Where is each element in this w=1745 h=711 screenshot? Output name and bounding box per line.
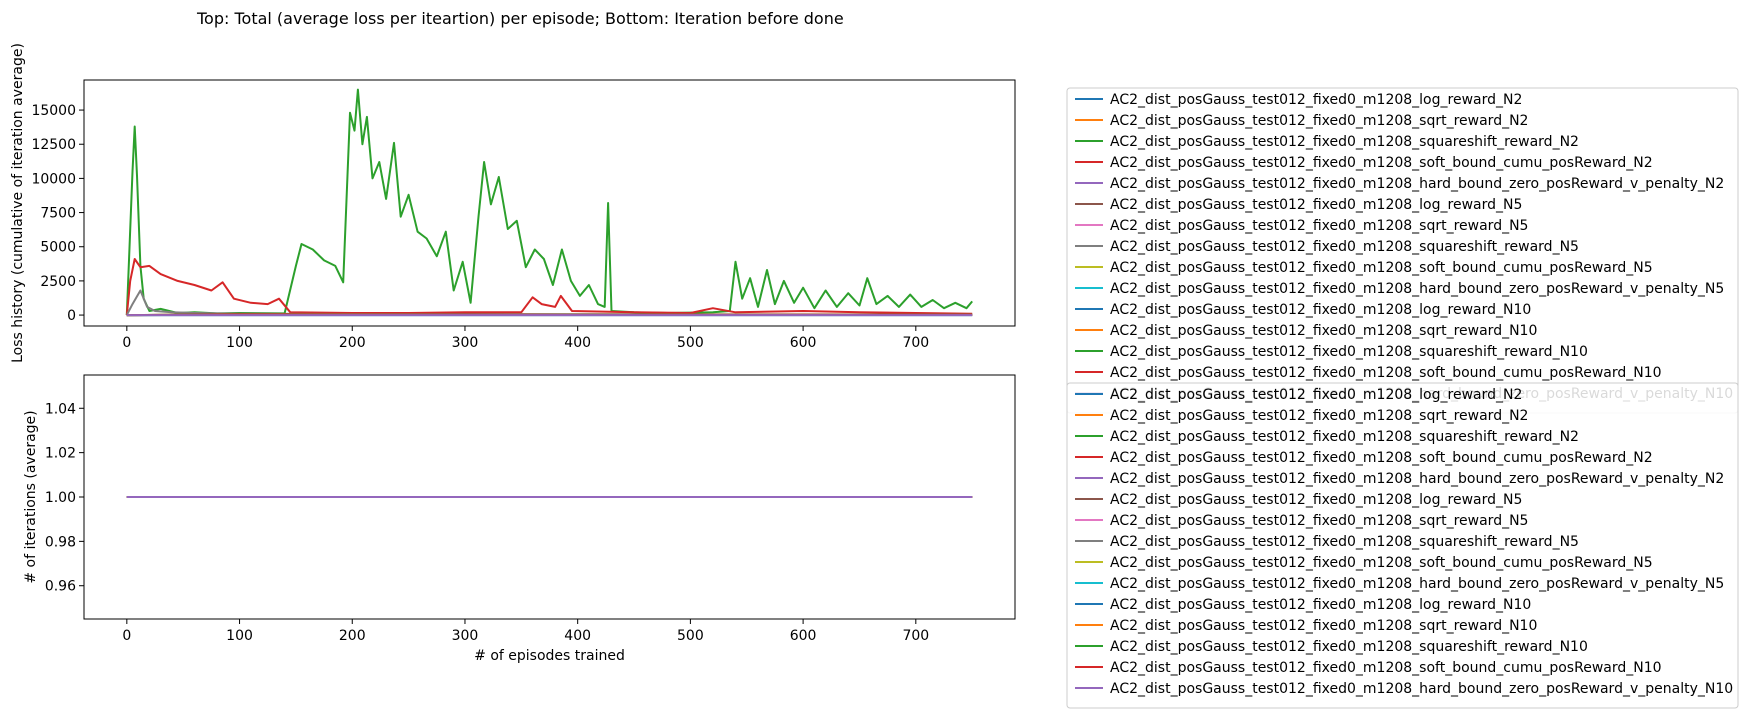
legend-entry: AC2_dist_posGauss_test012_fixed0_m1208_h… <box>1110 176 1724 192</box>
y-axis-label: # of iterations (average) <box>23 410 39 583</box>
legend-entry: AC2_dist_posGauss_test012_fixed0_m1208_h… <box>1110 281 1724 297</box>
legend-entry: AC2_dist_posGauss_test012_fixed0_m1208_h… <box>1110 471 1724 487</box>
x-tick-label: 600 <box>790 628 817 644</box>
y-tick-label: 5000 <box>40 240 76 256</box>
x-tick-label: 700 <box>902 628 929 644</box>
y-tick-label: 1.00 <box>45 490 76 506</box>
y-tick-label: 2500 <box>40 274 76 290</box>
legend-entry: AC2_dist_posGauss_test012_fixed0_m1208_s… <box>1110 155 1653 171</box>
legend-entry: AC2_dist_posGauss_test012_fixed0_m1208_l… <box>1110 492 1522 508</box>
x-tick-label: 200 <box>339 628 366 644</box>
x-axis-label: # of episodes trained <box>474 648 625 664</box>
y-tick-label: 0 <box>67 308 76 324</box>
legend-entry: AC2_dist_posGauss_test012_fixed0_m1208_s… <box>1110 323 1537 339</box>
y-tick-label: 10000 <box>31 171 76 187</box>
legend-entry: AC2_dist_posGauss_test012_fixed0_m1208_s… <box>1110 365 1662 381</box>
legend-entry: AC2_dist_posGauss_test012_fixed0_m1208_s… <box>1110 113 1528 129</box>
chart-panel-bottom: 0 100 200 300 400 500 600 700 0.96 0.98 1.00 1.02 1.… <box>23 374 1739 709</box>
x-tick-label: 500 <box>677 335 704 351</box>
x-tick-label: 0 <box>122 628 131 644</box>
y-tick-label: 12500 <box>31 137 76 153</box>
x-tick-label: 600 <box>790 335 817 351</box>
x-tick-label: 300 <box>452 335 479 351</box>
legend-entry: AC2_dist_posGauss_test012_fixed0_m1208_s… <box>1110 429 1579 445</box>
legend-entry: AC2_dist_posGauss_test012_fixed0_m1208_s… <box>1110 660 1662 676</box>
y-axis-label: Loss history (cumulative of iteration av… <box>10 43 26 363</box>
y-tick-label: 0.96 <box>45 579 76 595</box>
legend-entry: AC2_dist_posGauss_test012_fixed0_m1208_s… <box>1110 408 1528 424</box>
legend-entry: AC2_dist_posGauss_test012_fixed0_m1208_l… <box>1110 387 1522 403</box>
x-tick-label: 400 <box>564 628 591 644</box>
x-tick-label: 100 <box>226 628 253 644</box>
x-tick-label: 100 <box>226 335 253 351</box>
plot-area <box>84 80 1015 326</box>
series-line <box>125 88 973 316</box>
x-tick-label: 0 <box>122 335 131 351</box>
legend-entry: AC2_dist_posGauss_test012_fixed0_m1208_h… <box>1110 681 1733 697</box>
legend-entry: AC2_dist_posGauss_test012_fixed0_m1208_l… <box>1110 597 1531 613</box>
x-tick-label: 200 <box>339 335 366 351</box>
legend: AC2_dist_posGauss_test012_fixed0_m1208_l… <box>1066 87 1739 414</box>
legend-entry: AC2_dist_posGauss_test012_fixed0_m1208_l… <box>1110 197 1522 213</box>
legend-entry: AC2_dist_posGauss_test012_fixed0_m1208_h… <box>1110 576 1724 592</box>
legend-entry: AC2_dist_posGauss_test012_fixed0_m1208_s… <box>1110 555 1653 571</box>
legend-entry: AC2_dist_posGauss_test012_fixed0_m1208_s… <box>1110 450 1653 466</box>
y-tick-label: 15000 <box>31 103 76 119</box>
y-tick-label: 1.04 <box>45 401 76 417</box>
legend-entry: AC2_dist_posGauss_test012_fixed0_m1208_l… <box>1110 92 1522 108</box>
legend-entry: AC2_dist_posGauss_test012_fixed0_m1208_s… <box>1110 134 1579 150</box>
legend-entry: AC2_dist_posGauss_test012_fixed0_m1208_s… <box>1110 534 1579 550</box>
legend-entry: AC2_dist_posGauss_test012_fixed0_m1208_s… <box>1110 344 1588 360</box>
legend-entry: AC2_dist_posGauss_test012_fixed0_m1208_s… <box>1110 239 1579 255</box>
x-tick-label: 300 <box>452 628 479 644</box>
legend-box <box>1066 382 1739 709</box>
series-lines <box>125 88 973 317</box>
charts-layer: 0 100 200 300 400 500 600 700025005000750010000… <box>10 43 1739 709</box>
x-tick-label: 500 <box>677 628 704 644</box>
x-tick-label: 400 <box>564 335 591 351</box>
axes-frame <box>83 79 1016 327</box>
legend-entry: AC2_dist_posGauss_test012_fixed0_m1208_s… <box>1110 639 1588 655</box>
y-tick-label: 7500 <box>40 206 76 222</box>
figure-title: Top: Total (average loss per iteartion) … <box>196 9 844 28</box>
legend: AC2_dist_posGauss_test012_fixed0_m1208_l… <box>1066 382 1739 709</box>
y-tick-label: 0.98 <box>45 534 76 550</box>
legend-entry: AC2_dist_posGauss_test012_fixed0_m1208_s… <box>1110 618 1537 634</box>
y-tick-label: 1.02 <box>45 446 76 462</box>
legend-entry: AC2_dist_posGauss_test012_fixed0_m1208_s… <box>1110 218 1528 234</box>
legend-entry: AC2_dist_posGauss_test012_fixed0_m1208_s… <box>1110 260 1653 276</box>
legend-entry: AC2_dist_posGauss_test012_fixed0_m1208_s… <box>1110 513 1528 529</box>
x-tick-label: 700 <box>902 335 929 351</box>
legend-entry: AC2_dist_posGauss_test012_fixed0_m1208_l… <box>1110 302 1531 318</box>
